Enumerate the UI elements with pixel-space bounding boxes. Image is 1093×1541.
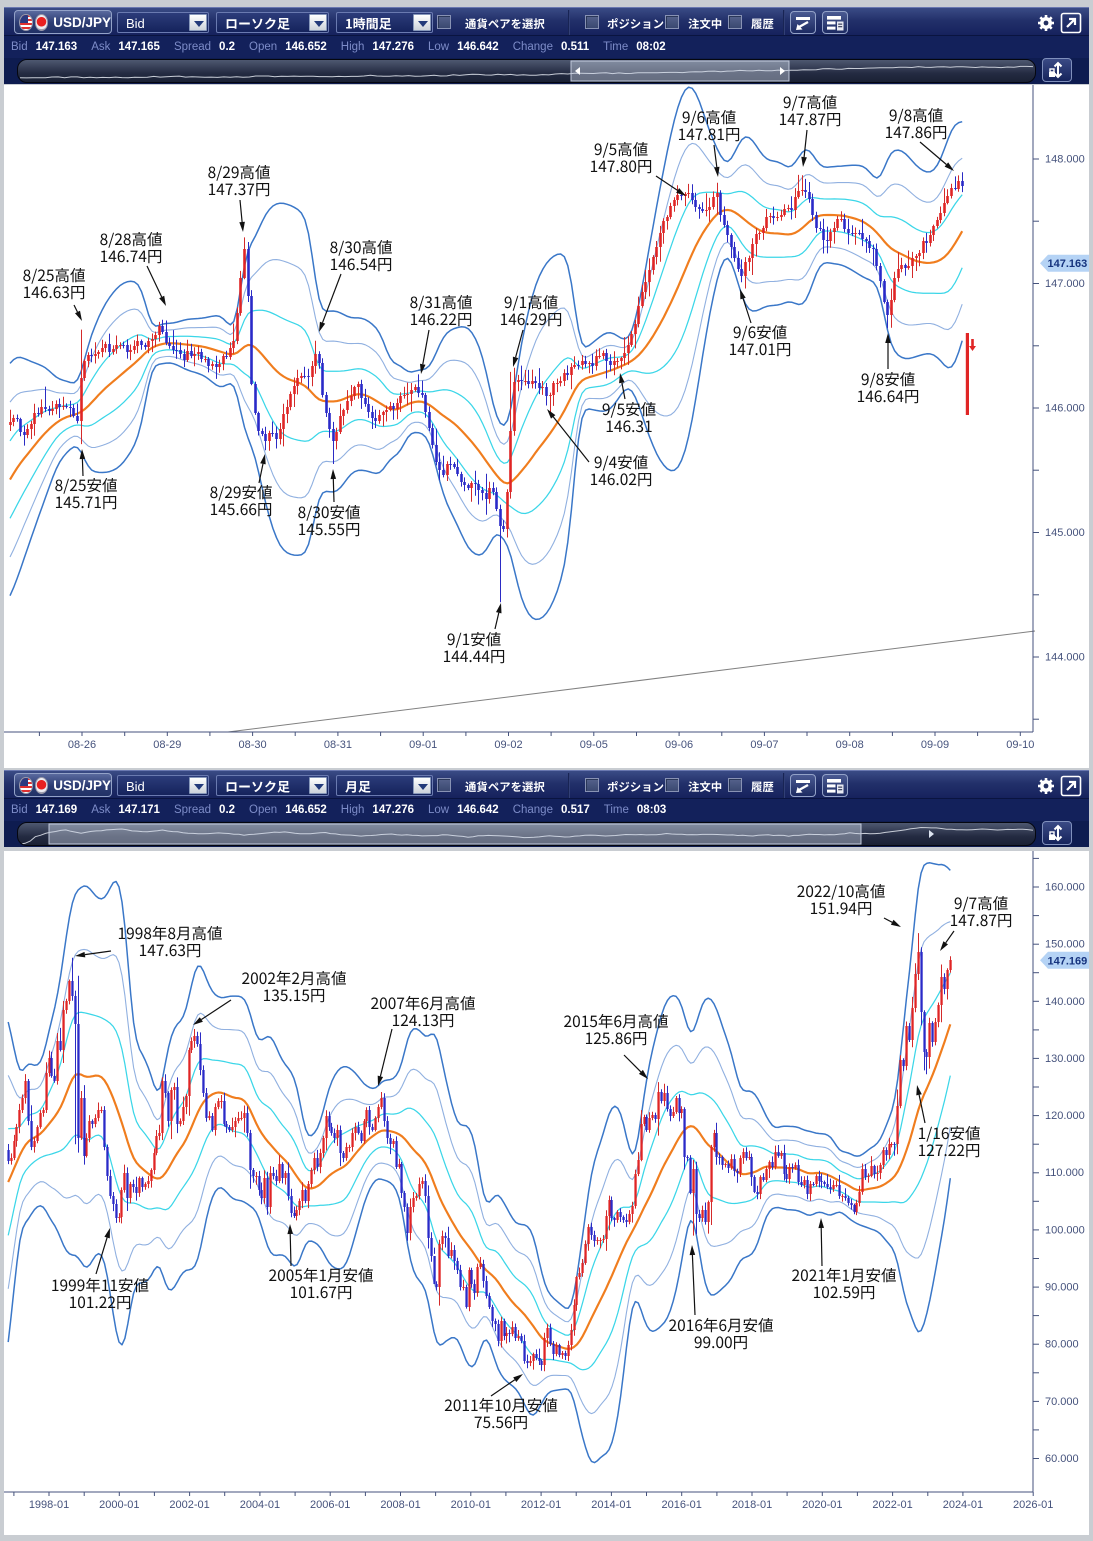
svg-text:08-29: 08-29: [153, 739, 181, 751]
svg-text:140.000: 140.000: [1045, 996, 1085, 1008]
svg-text:09-05: 09-05: [580, 739, 608, 751]
svg-text:150.000: 150.000: [1045, 939, 1085, 951]
svg-text:2014-01: 2014-01: [591, 1499, 631, 1511]
svg-text:2004-01: 2004-01: [240, 1499, 280, 1511]
svg-text:08-30: 08-30: [239, 739, 267, 751]
svg-text:90.000: 90.000: [1045, 1282, 1079, 1294]
svg-text:145.000: 145.000: [1045, 527, 1085, 539]
svg-text:09-09: 09-09: [921, 739, 949, 751]
svg-text:2016-01: 2016-01: [662, 1499, 702, 1511]
svg-text:2026-01: 2026-01: [1013, 1499, 1053, 1511]
svg-text:70.000: 70.000: [1045, 1396, 1079, 1408]
svg-text:09-08: 09-08: [836, 739, 864, 751]
svg-text:80.000: 80.000: [1045, 1339, 1079, 1351]
svg-text:08-31: 08-31: [324, 739, 352, 751]
svg-text:2024-01: 2024-01: [943, 1499, 983, 1511]
svg-text:09-01: 09-01: [409, 739, 437, 751]
svg-text:60.000: 60.000: [1045, 1453, 1079, 1465]
svg-text:2022-01: 2022-01: [872, 1499, 912, 1511]
svg-text:2010-01: 2010-01: [451, 1499, 491, 1511]
svg-text:09-02: 09-02: [494, 739, 522, 751]
svg-text:2020-01: 2020-01: [802, 1499, 842, 1511]
svg-text:147.000: 147.000: [1045, 278, 1085, 290]
svg-text:160.000: 160.000: [1045, 882, 1085, 894]
svg-text:130.000: 130.000: [1045, 1053, 1085, 1065]
svg-text:09-06: 09-06: [665, 739, 693, 751]
svg-text:2006-01: 2006-01: [310, 1499, 350, 1511]
svg-text:100.000: 100.000: [1045, 1224, 1085, 1236]
svg-text:2018-01: 2018-01: [732, 1499, 772, 1511]
svg-text:144.000: 144.000: [1045, 652, 1085, 664]
svg-text:146.000: 146.000: [1045, 403, 1085, 415]
svg-text:147.163: 147.163: [1048, 258, 1088, 270]
svg-text:2002-01: 2002-01: [169, 1499, 209, 1511]
svg-text:147.169: 147.169: [1048, 955, 1088, 967]
svg-text:09-07: 09-07: [750, 739, 778, 751]
svg-text:2000-01: 2000-01: [99, 1499, 139, 1511]
svg-text:148.000: 148.000: [1045, 154, 1085, 166]
svg-text:1998-01: 1998-01: [29, 1499, 69, 1511]
svg-text:2012-01: 2012-01: [521, 1499, 561, 1511]
svg-text:110.000: 110.000: [1045, 1167, 1084, 1179]
svg-text:120.000: 120.000: [1045, 1110, 1085, 1122]
svg-text:09-10: 09-10: [1006, 739, 1034, 751]
svg-text:08-26: 08-26: [68, 739, 96, 751]
svg-text:2008-01: 2008-01: [380, 1499, 420, 1511]
